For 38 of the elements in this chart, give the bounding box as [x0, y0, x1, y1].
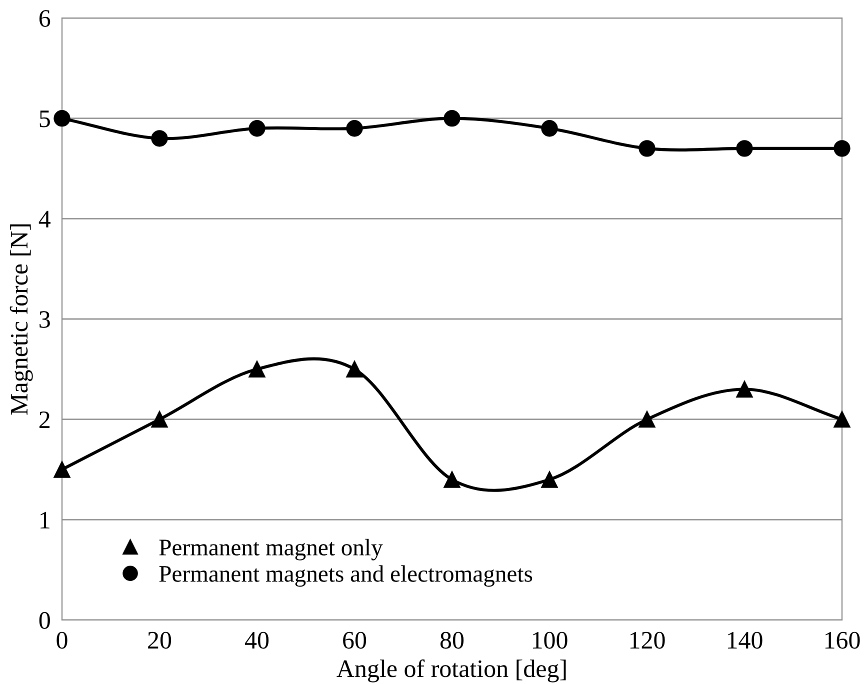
point [736, 380, 753, 398]
y-tick-label: 0 [39, 612, 50, 629]
x-axis-title: Angle of rotation [deg] [336, 659, 566, 682]
legend-label: Permanent magnet only [159, 538, 383, 560]
x-tick-label: 40 [244, 632, 269, 649]
point [444, 110, 460, 127]
point [638, 140, 656, 157]
y-tick-label: 4 [38, 210, 50, 228]
x-tick-label: 60 [343, 632, 366, 649]
x-tick-label: 20 [148, 632, 172, 649]
point [541, 120, 558, 137]
point [834, 411, 850, 428]
x-tick-label: 100 [532, 632, 568, 649]
x-tick-label: 0 [56, 632, 68, 649]
x-tick-label: 140 [728, 632, 762, 649]
x-tick-label: 160 [825, 632, 860, 649]
y-tick-label: 5 [40, 110, 50, 128]
point [444, 471, 460, 488]
point [346, 120, 363, 137]
point [248, 120, 266, 137]
point [834, 140, 850, 157]
point [736, 140, 753, 157]
point [248, 360, 266, 378]
point [346, 360, 363, 378]
x-tick-label: 120 [630, 632, 665, 649]
y-axis-title: Magnetic force [N] [10, 224, 33, 415]
y-tick-label: 2 [39, 411, 50, 428]
point [151, 411, 168, 428]
point [54, 461, 70, 478]
point [151, 130, 168, 147]
legend-label: Permanent magnets and electromagnets [159, 565, 532, 587]
y-tick-label: 6 [39, 10, 50, 27]
y-tick-label: 1 [40, 512, 50, 528]
point [638, 411, 656, 428]
point [54, 110, 70, 127]
y-tick-label: 3 [40, 311, 50, 328]
x-tick-label: 80 [440, 632, 464, 649]
point [541, 471, 558, 488]
